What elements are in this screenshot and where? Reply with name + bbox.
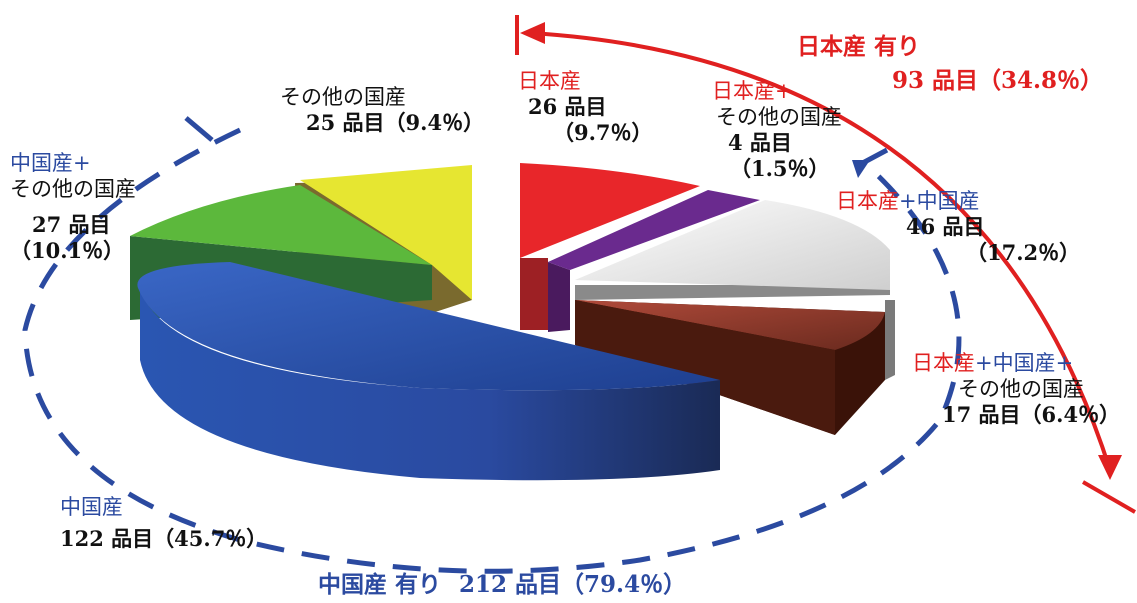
label-china: 中国産 122 品目（45.7％） xyxy=(60,495,268,551)
label-japan-china-other: 日本産+中国産+ その他の国産 17 品目（6.4％） xyxy=(912,351,1121,427)
label-japan: 日本産 26 品目 （9.7％） xyxy=(518,69,653,145)
china-callout: 中国産 有り 212 品目（79.4％） xyxy=(318,571,687,598)
japan-arc xyxy=(515,15,1136,514)
label-other-domestic: その他の国産 25 品目（9.4％） xyxy=(280,85,485,135)
japan-callout: 日本産 有り 93 品目（34.8％） xyxy=(797,33,1104,94)
china-arc xyxy=(22,116,962,574)
slice-japan xyxy=(520,163,700,330)
slice-japan-china-other xyxy=(575,300,895,435)
slice-china xyxy=(137,262,720,481)
label-japan-china: 日本産+中国産 46 品目 （17.2％） xyxy=(836,189,1081,265)
slice-japan-other xyxy=(548,190,760,332)
slice-japan-china xyxy=(575,200,890,300)
label-japan-other: 日本産+ その他の国産 4 品目 （1.5％） xyxy=(712,79,842,181)
label-china-other: 中国産+ その他の国産 27 品目 （10.1％） xyxy=(10,151,136,263)
